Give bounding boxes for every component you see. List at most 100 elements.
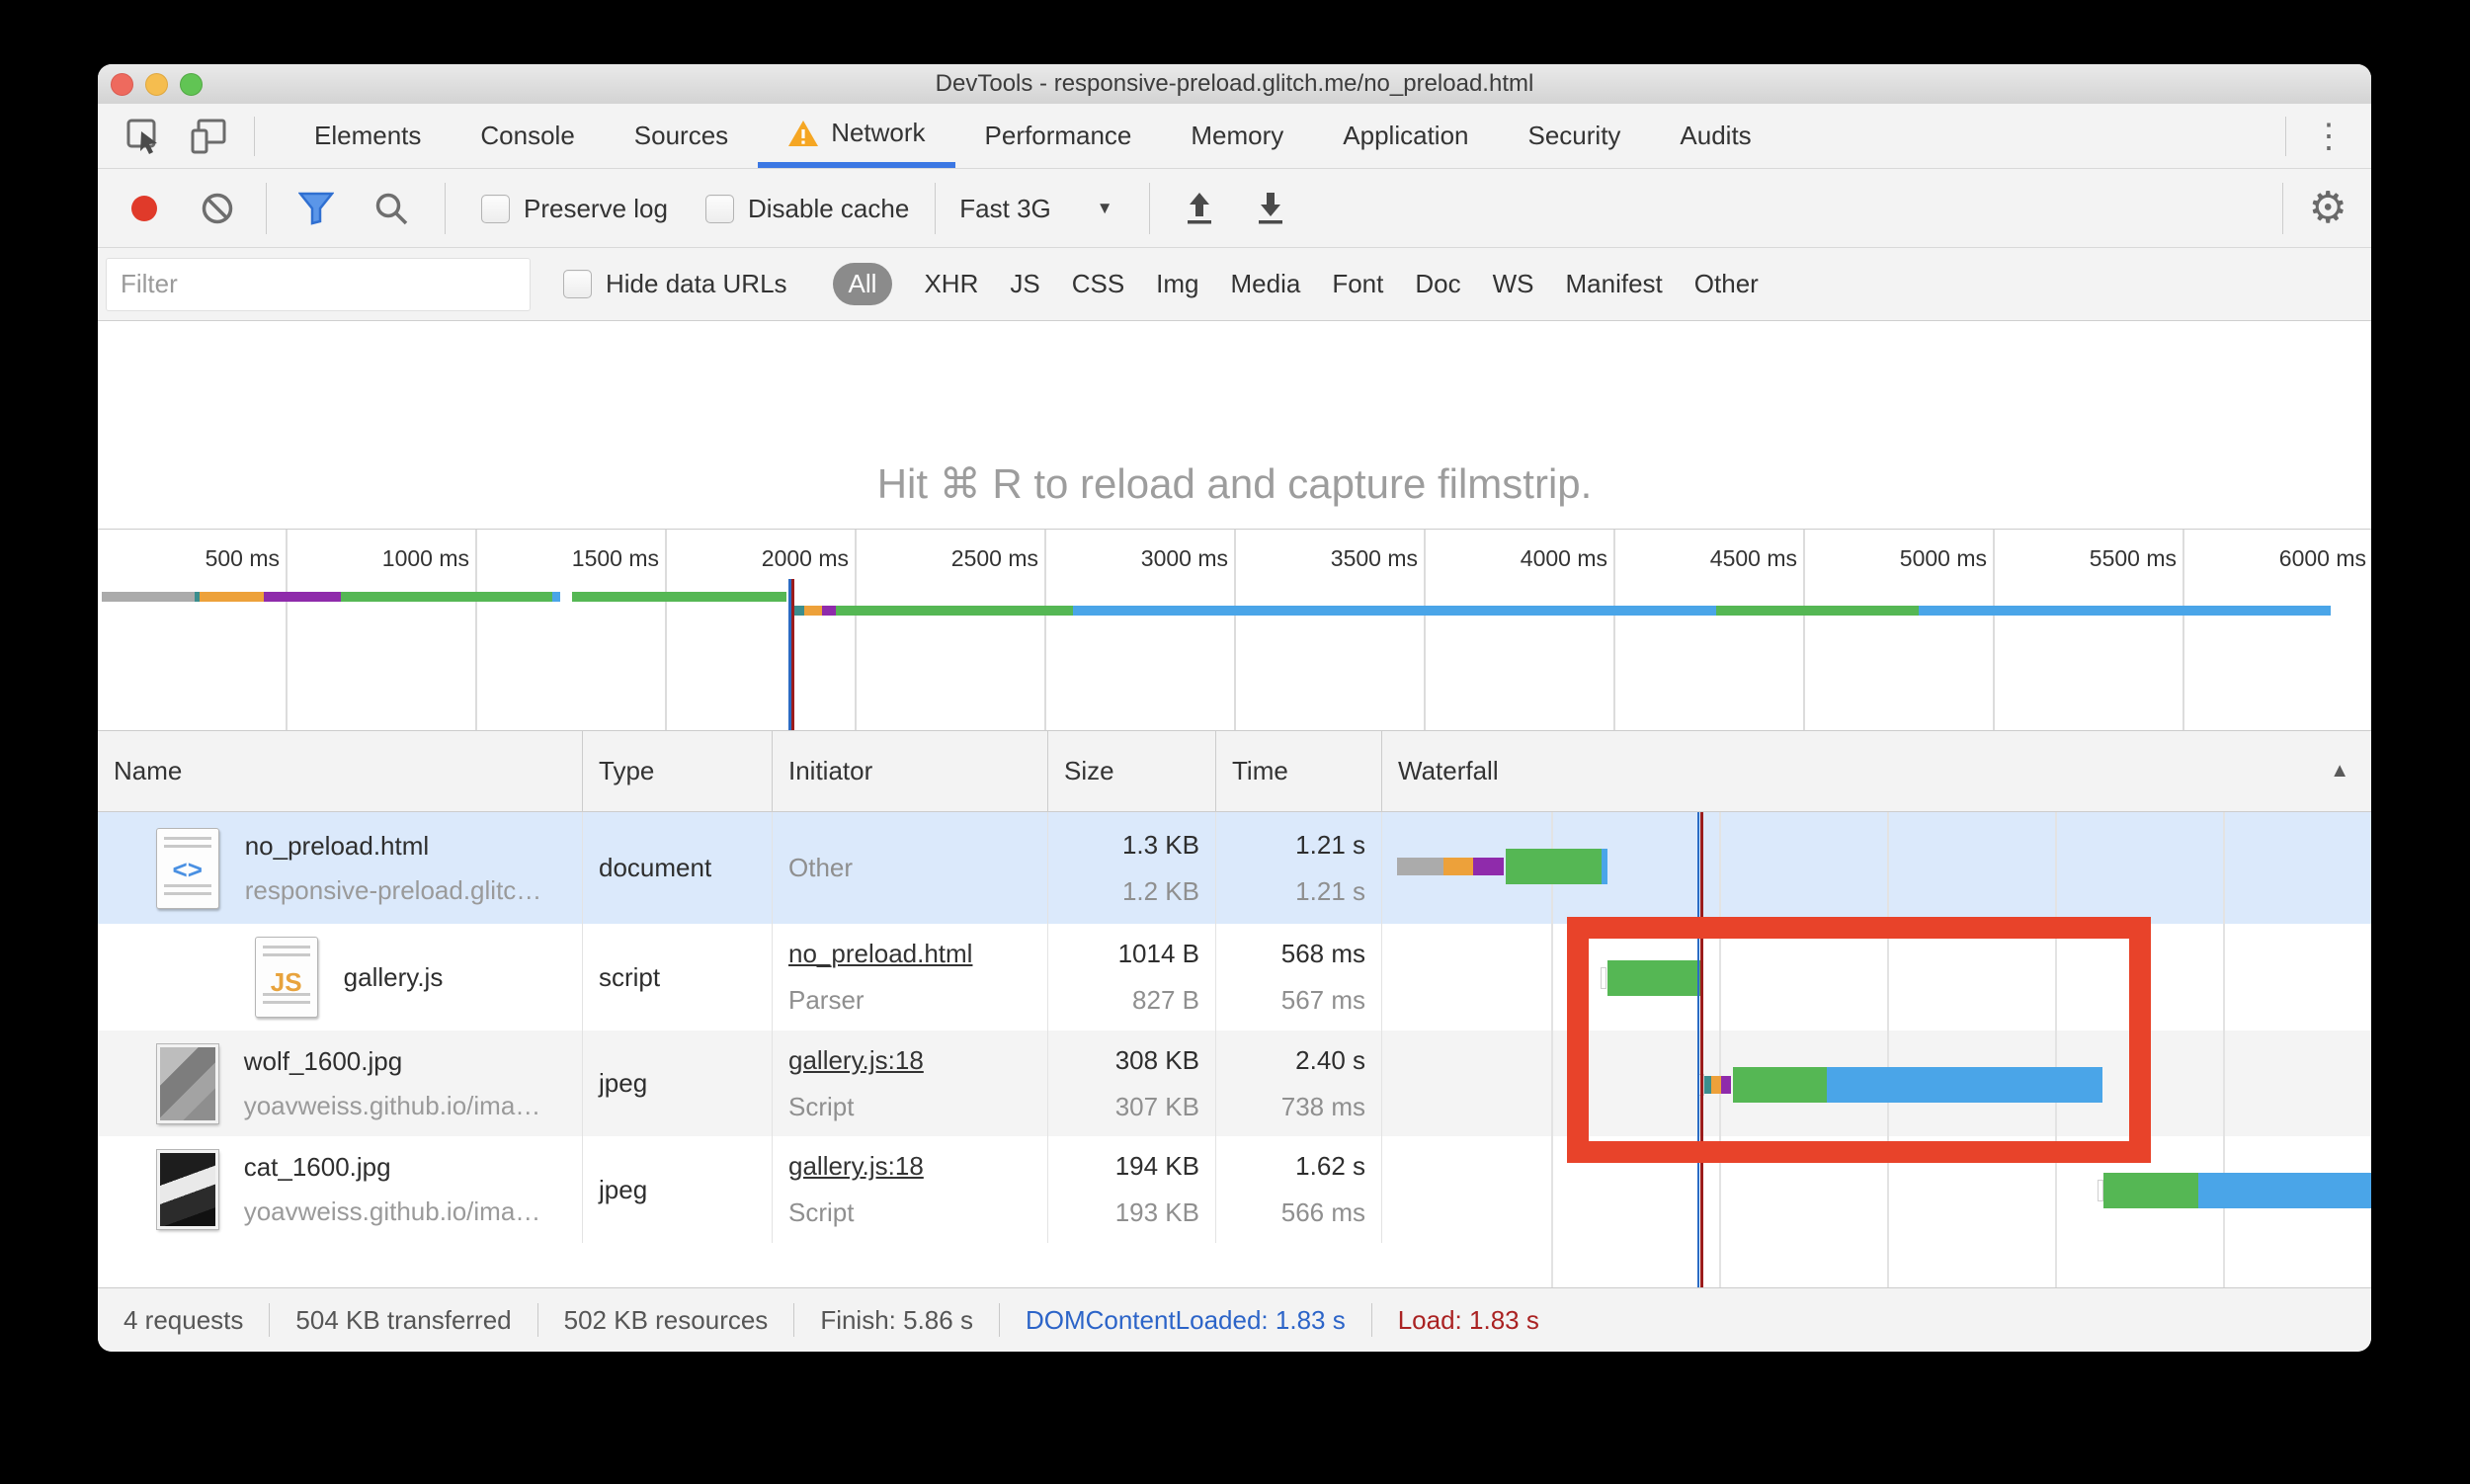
table-header: Name Type Initiator Size Time Waterfall …: [98, 731, 2371, 812]
waterfall-segment-waiting[interactable]: [1506, 849, 1602, 884]
request-initiator: Other: [788, 853, 854, 882]
waterfall-segment-dns[interactable]: [1704, 1076, 1711, 1094]
hide-data-urls-checkbox[interactable]: [563, 270, 592, 298]
filter-input[interactable]: [106, 257, 531, 311]
filter-type-css[interactable]: CSS: [1071, 269, 1125, 298]
timeline-overview[interactable]: 500 ms 1000 ms 1500 ms 2000 ms 2500 ms 3…: [98, 529, 2371, 731]
clear-icon[interactable]: [201, 192, 234, 225]
column-header-size[interactable]: Size: [1048, 731, 1216, 811]
close-window-button[interactable]: [111, 73, 133, 96]
zoom-window-button[interactable]: [180, 73, 203, 96]
request-initiator-link[interactable]: no_preload.html: [788, 939, 973, 968]
overview-bar-segment: [792, 606, 804, 616]
tick-label: 4000 ms: [1520, 545, 1607, 571]
overview-bar-segment: [1716, 606, 1919, 616]
tab-security[interactable]: Security: [1527, 121, 1621, 150]
table-row[interactable]: cat_1600.jpg yoavweiss.github.io/ima… jp…: [98, 1136, 2371, 1243]
filter-type-js[interactable]: JS: [1010, 269, 1040, 298]
dcl-time: DOMContentLoaded: 1.83 s: [1025, 1304, 1346, 1335]
tick-label: 500 ms: [205, 545, 280, 571]
chevron-down-icon[interactable]: ▼: [1096, 199, 1113, 217]
dcl-marker-line: [788, 579, 791, 730]
waterfall-segment-waiting[interactable]: [1733, 1067, 1827, 1103]
filter-type-xhr[interactable]: XHR: [924, 269, 979, 298]
request-initiator-link[interactable]: gallery.js:18: [788, 1151, 924, 1181]
waterfall-segment-waiting[interactable]: [1607, 960, 1700, 996]
record-icon[interactable]: [129, 194, 159, 223]
filter-type-doc[interactable]: Doc: [1415, 269, 1461, 298]
column-header-type[interactable]: Type: [583, 731, 773, 811]
column-header-time[interactable]: Time: [1216, 731, 1382, 811]
more-options-icon[interactable]: ⋮: [2312, 117, 2346, 155]
tab-audits[interactable]: Audits: [1680, 121, 1752, 150]
request-name: cat_1600.jpg: [243, 1152, 391, 1182]
inspect-element-icon[interactable]: [125, 118, 163, 155]
waterfall-segment-queueing[interactable]: [1601, 967, 1606, 989]
column-header-name[interactable]: Name: [98, 731, 583, 811]
waterfall-segment-connect[interactable]: [1711, 1076, 1721, 1094]
request-size: 1014 B: [1117, 939, 1199, 968]
filter-type-manifest[interactable]: Manifest: [1565, 269, 1663, 298]
sort-ascending-icon: ▲: [2330, 760, 2349, 782]
divider: [445, 183, 446, 234]
tab-performance[interactable]: Performance: [984, 121, 1132, 150]
waterfall-segment-connect[interactable]: [1443, 858, 1473, 875]
import-har-icon[interactable]: [1184, 191, 1215, 226]
request-size: 308 KB: [1114, 1044, 1199, 1075]
request-type: document: [599, 853, 712, 882]
filter-type-ws[interactable]: WS: [1492, 269, 1534, 298]
waterfall-segment-download[interactable]: [1602, 849, 1607, 884]
waterfall-segment-queueing[interactable]: [1397, 858, 1443, 875]
window-title: DevTools - responsive-preload.glitch.me/…: [935, 70, 1534, 97]
divider: [935, 183, 937, 234]
waterfall-segment-queueing[interactable]: [2098, 1180, 2103, 1201]
search-icon[interactable]: [373, 191, 409, 226]
request-initiator-link[interactable]: gallery.js:18: [788, 1044, 924, 1075]
waterfall-segment-download[interactable]: [1827, 1067, 2102, 1103]
tick-label: 4500 ms: [1709, 545, 1797, 571]
tab-network[interactable]: Network: [758, 104, 955, 168]
request-name: no_preload.html: [244, 830, 430, 861]
request-type: script: [599, 961, 661, 992]
export-har-icon[interactable]: [1255, 191, 1286, 226]
timeline-gridlines: [98, 530, 2371, 730]
column-header-waterfall[interactable]: Waterfall ▲: [1398, 756, 2349, 785]
tab-application[interactable]: Application: [1343, 121, 1469, 150]
divider: [254, 116, 255, 156]
waterfall-segment-ssl[interactable]: [1473, 858, 1504, 875]
minimize-window-button[interactable]: [145, 73, 168, 96]
filter-type-all[interactable]: All: [832, 263, 893, 305]
filter-type-other[interactable]: Other: [1693, 269, 1759, 298]
device-toolbar-icon[interactable]: [189, 117, 228, 156]
table-row[interactable]: wolf_1600.jpg yoavweiss.github.io/ima… j…: [98, 1031, 2371, 1136]
table-row[interactable]: <> no_preload.html responsive-preload.gl…: [98, 812, 2371, 924]
filter-type-font[interactable]: Font: [1332, 269, 1384, 298]
disable-cache-checkbox[interactable]: [704, 194, 734, 223]
waterfall-segment-ssl[interactable]: [1721, 1076, 1731, 1094]
request-size-content: 193 KB: [1114, 1197, 1199, 1227]
cat-image-thumbnail: [155, 1149, 219, 1230]
table-row[interactable]: JS gallery.js script no_preload.html Par…: [98, 924, 2371, 1031]
preserve-log-checkbox[interactable]: [481, 194, 510, 223]
filter-type-img[interactable]: Img: [1156, 269, 1199, 298]
waterfall-segment-download[interactable]: [2198, 1173, 2371, 1208]
throttling-select[interactable]: Fast 3G: [959, 193, 1051, 223]
tab-elements[interactable]: Elements: [314, 121, 422, 150]
tab-memory[interactable]: Memory: [1191, 121, 1284, 150]
filter-type-media[interactable]: Media: [1230, 269, 1301, 298]
tab-sources[interactable]: Sources: [633, 121, 729, 150]
request-domain: responsive-preload.glitc…: [244, 874, 542, 905]
divider: [2285, 116, 2286, 156]
tab-console[interactable]: Console: [480, 121, 575, 150]
settings-gear-icon[interactable]: ⚙: [2308, 184, 2347, 232]
reload-hint-text: Hit ⌘ R to reload and capture filmstrip.: [876, 460, 1593, 507]
divider: [266, 183, 267, 234]
request-time: 2.40 s: [1295, 1044, 1365, 1075]
wolf-image-thumbnail: [155, 1042, 219, 1124]
waterfall-segment-waiting[interactable]: [2103, 1173, 2198, 1208]
tick-label: 3500 ms: [1330, 545, 1418, 571]
request-latency: 567 ms: [1280, 985, 1365, 1015]
column-header-initiator[interactable]: Initiator: [773, 731, 1048, 811]
filter-icon[interactable]: [298, 192, 334, 225]
request-size-content: 827 B: [1132, 985, 1199, 1015]
